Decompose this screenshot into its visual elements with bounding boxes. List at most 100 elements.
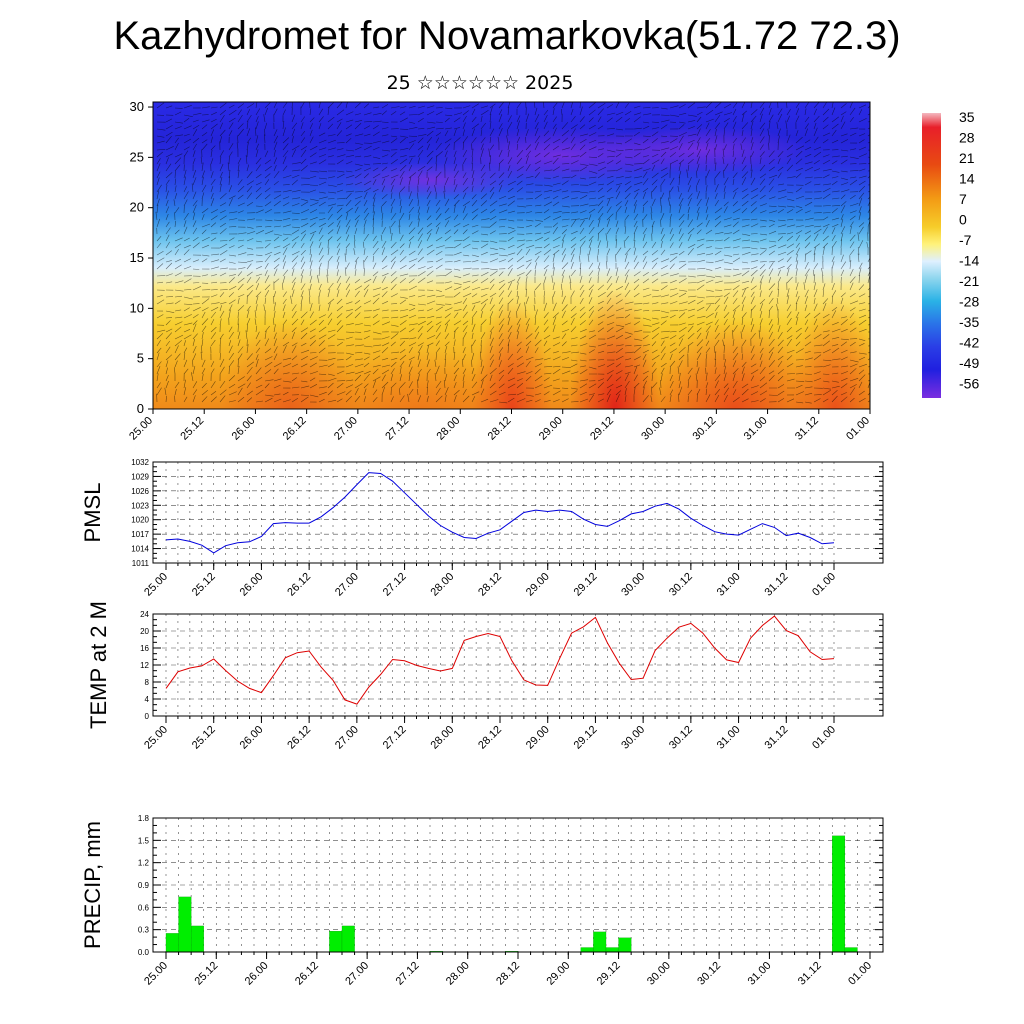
xtick-label: 29.12 <box>572 724 600 752</box>
ytick-label: 1014 <box>131 545 149 554</box>
xtick-label: 27.12 <box>394 960 422 988</box>
xtick-label: 25.00 <box>142 960 170 988</box>
xtick-label: 29.00 <box>524 571 552 599</box>
chart-title: Kazhydromet for Novamarkovka(51.72 72.3) <box>113 14 901 58</box>
colorbar-label: -42 <box>959 335 979 351</box>
heatmap-ytick-label: 15 <box>130 250 144 265</box>
colorbar-label: 0 <box>959 212 967 228</box>
ytick-label: 1.8 <box>138 814 150 823</box>
xtick-label: 01.00 <box>810 571 838 599</box>
colorbar <box>922 113 941 398</box>
ytick-label: 0.9 <box>138 881 150 890</box>
pmsl-panel: 1011 1014 1017 1020 1023 1026 1029 1032 25.00 25.… <box>80 458 884 599</box>
xtick-label: 26.00 <box>243 960 271 988</box>
xtick-label: 25.12 <box>192 960 220 988</box>
warm-core <box>330 349 510 409</box>
panel-frame <box>152 613 884 717</box>
heatmap-xtick-label: 29.00 <box>537 415 565 443</box>
colorbar-label: -21 <box>959 273 979 289</box>
warm-core <box>655 319 815 409</box>
xtick-label: 28.00 <box>428 571 456 599</box>
xtick-label: 29.00 <box>524 724 552 752</box>
ytick-label: 24 <box>140 610 149 619</box>
colorbar-label: -28 <box>959 294 979 310</box>
heatmap-xtick-label: 25.12 <box>178 415 206 443</box>
colorbar-label: -14 <box>959 253 979 269</box>
xtick-label: 26.12 <box>293 960 321 988</box>
xtick-label: 29.00 <box>544 960 572 988</box>
heatmap-xtick-label: 27.00 <box>332 415 360 443</box>
xtick-label: 31.12 <box>762 571 790 599</box>
ytick-label: 20 <box>140 627 149 636</box>
precip-panel: 0.0 0.3 0.6 0.9 1.2 1.5 1.8 25.00 25.12 26.00 26.1… <box>80 814 884 988</box>
xtick-label: 26.12 <box>285 571 313 599</box>
colorbar-label: -7 <box>959 232 972 248</box>
xtick-label: 30.00 <box>645 960 673 988</box>
xtick-label: 26.12 <box>285 724 313 752</box>
ytick-label: 0 <box>145 712 150 721</box>
heatmap-xtick-label: 29.12 <box>588 415 616 443</box>
temp-line <box>165 615 835 705</box>
xtick-label: 30.00 <box>619 571 647 599</box>
ytick-label: 8 <box>145 678 150 687</box>
heatmap-xtick-label: 25.00 <box>127 415 155 443</box>
xtick-label: 28.12 <box>476 724 504 752</box>
y-axis-label: PMSL <box>80 483 105 543</box>
precip-bar <box>165 933 179 953</box>
colorbar-label: 7 <box>959 191 967 207</box>
heatmap-xtick-label: 28.12 <box>486 415 514 443</box>
heatmap-xtick-label: 31.12 <box>793 415 821 443</box>
precip-bar <box>593 931 607 953</box>
colorbar-label: -49 <box>959 355 979 371</box>
xtick-label: 31.12 <box>796 960 824 988</box>
ytick-label: 1017 <box>131 530 149 539</box>
xtick-label: 31.12 <box>762 724 790 752</box>
pmsl-line <box>165 472 835 554</box>
panel-frame <box>152 817 884 953</box>
heatmap-xtick-label: 28.00 <box>434 415 462 443</box>
xtick-label: 27.12 <box>381 724 409 752</box>
xtick-label: 01.00 <box>846 960 874 988</box>
cold-core <box>590 126 810 174</box>
precip-bar <box>178 896 192 953</box>
heatmap-xtick-label: 31.00 <box>742 415 770 443</box>
wind-barbs <box>155 102 870 404</box>
ytick-label: 16 <box>140 644 149 653</box>
xtick-label: 26.00 <box>238 724 266 752</box>
xtick-label: 28.00 <box>444 960 472 988</box>
xtick-label: 29.12 <box>595 960 623 988</box>
colorbar-label: 21 <box>959 150 975 166</box>
colorbar-label: -56 <box>959 376 979 392</box>
heatmap-xtick-label: 30.00 <box>639 415 667 443</box>
panel-frame <box>152 461 884 564</box>
warm-core <box>570 289 660 409</box>
precip-bar <box>190 925 204 953</box>
heatmap-xtick-label: 30.12 <box>691 415 719 443</box>
heatmap-ytick-label: 0 <box>137 401 144 416</box>
chart-subtitle: 25 ☆☆☆☆☆☆ 2025 <box>386 72 574 94</box>
precip-bar <box>341 925 355 953</box>
xtick-label: 25.12 <box>190 724 218 752</box>
y-axis-label: PRECIP, mm <box>80 821 105 949</box>
ytick-label: 0.6 <box>138 903 150 912</box>
temp-panel: 0 4 8 12 16 20 24 25.00 25.12 26.00 26.12 27.00 27.1… <box>86 601 884 752</box>
precip-bar <box>329 931 343 953</box>
ytick-label: 12 <box>140 661 149 670</box>
xtick-label: 31.00 <box>715 724 743 752</box>
xtick-label: 30.12 <box>667 571 695 599</box>
ytick-label: 4 <box>145 695 150 704</box>
heatmap-area <box>153 102 870 409</box>
precip-bar <box>832 835 846 953</box>
precip-bar <box>844 947 858 953</box>
ytick-label: 1.5 <box>138 836 150 845</box>
xtick-label: 30.12 <box>695 960 723 988</box>
heatmap-xtick-label: 26.00 <box>230 415 258 443</box>
precip-bar <box>580 947 594 953</box>
ytick-label: 1.2 <box>138 859 150 868</box>
xtick-label: 30.12 <box>667 724 695 752</box>
ytick-label: 0.3 <box>138 926 150 935</box>
precip-bar <box>618 937 632 953</box>
colorbar-label: 28 <box>959 130 975 146</box>
heatmap-ytick-label: 20 <box>130 200 144 215</box>
